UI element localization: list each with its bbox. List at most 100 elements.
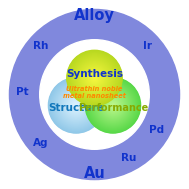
Circle shape — [80, 63, 109, 93]
Circle shape — [97, 90, 129, 121]
Circle shape — [76, 105, 77, 106]
Circle shape — [49, 78, 103, 133]
Circle shape — [54, 84, 98, 127]
Circle shape — [71, 54, 118, 102]
Circle shape — [85, 68, 104, 87]
Text: Ir: Ir — [143, 41, 152, 51]
Circle shape — [67, 51, 122, 105]
Circle shape — [58, 87, 94, 123]
Circle shape — [88, 80, 138, 130]
Circle shape — [85, 78, 140, 133]
Circle shape — [94, 86, 132, 124]
Circle shape — [89, 72, 100, 84]
Circle shape — [104, 96, 122, 115]
Circle shape — [56, 86, 96, 125]
Circle shape — [93, 86, 133, 125]
Circle shape — [55, 84, 97, 127]
Circle shape — [67, 50, 122, 106]
Circle shape — [89, 81, 137, 129]
Circle shape — [92, 76, 97, 80]
Circle shape — [90, 83, 136, 128]
Circle shape — [82, 66, 107, 90]
Circle shape — [70, 100, 82, 111]
Circle shape — [100, 92, 126, 119]
Circle shape — [104, 97, 121, 114]
Circle shape — [9, 9, 180, 180]
Circle shape — [50, 80, 102, 131]
Text: Rh: Rh — [33, 41, 49, 51]
Circle shape — [72, 56, 117, 100]
Circle shape — [58, 87, 94, 124]
Circle shape — [95, 87, 131, 123]
Circle shape — [87, 80, 138, 131]
Circle shape — [107, 99, 119, 112]
Circle shape — [104, 96, 122, 114]
Circle shape — [83, 67, 106, 89]
Circle shape — [63, 93, 89, 118]
Circle shape — [73, 102, 79, 109]
Circle shape — [73, 103, 79, 108]
Circle shape — [83, 66, 106, 90]
Circle shape — [62, 92, 90, 119]
Circle shape — [49, 78, 103, 132]
Circle shape — [87, 79, 139, 132]
Circle shape — [107, 100, 119, 111]
Text: Ag: Ag — [33, 138, 49, 148]
Circle shape — [87, 71, 102, 85]
Circle shape — [94, 77, 95, 78]
Circle shape — [67, 96, 85, 114]
Circle shape — [81, 64, 108, 92]
Circle shape — [91, 75, 98, 81]
Circle shape — [99, 91, 127, 120]
Circle shape — [84, 68, 105, 88]
Circle shape — [51, 80, 101, 130]
Circle shape — [85, 77, 141, 134]
Circle shape — [73, 57, 116, 99]
Text: Alloy: Alloy — [74, 8, 115, 23]
Circle shape — [88, 71, 101, 85]
Circle shape — [103, 95, 123, 115]
Circle shape — [48, 77, 104, 134]
Circle shape — [68, 52, 121, 104]
Circle shape — [112, 104, 114, 107]
Circle shape — [101, 93, 125, 118]
Text: metal nanosheet: metal nanosheet — [63, 93, 126, 99]
Circle shape — [89, 82, 136, 129]
Circle shape — [68, 98, 84, 113]
Circle shape — [77, 61, 112, 95]
Circle shape — [79, 62, 110, 94]
Circle shape — [106, 98, 120, 112]
Circle shape — [72, 101, 80, 110]
Circle shape — [52, 81, 100, 129]
Circle shape — [100, 93, 126, 118]
Circle shape — [74, 57, 115, 99]
Text: Ultrathin noble: Ultrathin noble — [66, 86, 123, 92]
Circle shape — [84, 68, 104, 88]
Circle shape — [90, 74, 99, 82]
Circle shape — [78, 61, 111, 94]
Circle shape — [105, 97, 121, 113]
Circle shape — [48, 77, 104, 133]
Circle shape — [66, 50, 123, 106]
Circle shape — [66, 95, 86, 115]
Circle shape — [112, 105, 113, 106]
Circle shape — [51, 81, 101, 130]
Circle shape — [78, 62, 111, 94]
Circle shape — [92, 85, 134, 126]
Text: Performance: Performance — [78, 103, 148, 113]
Circle shape — [92, 75, 97, 81]
Circle shape — [91, 84, 135, 127]
Circle shape — [59, 88, 94, 123]
Circle shape — [75, 58, 114, 98]
Circle shape — [87, 70, 102, 86]
Circle shape — [67, 97, 84, 114]
Circle shape — [96, 89, 129, 122]
Circle shape — [102, 94, 124, 116]
Circle shape — [82, 65, 107, 91]
Circle shape — [71, 101, 81, 110]
Circle shape — [97, 89, 129, 122]
Circle shape — [111, 103, 115, 108]
Circle shape — [92, 84, 134, 127]
Circle shape — [65, 94, 87, 116]
Text: Au: Au — [84, 166, 105, 181]
